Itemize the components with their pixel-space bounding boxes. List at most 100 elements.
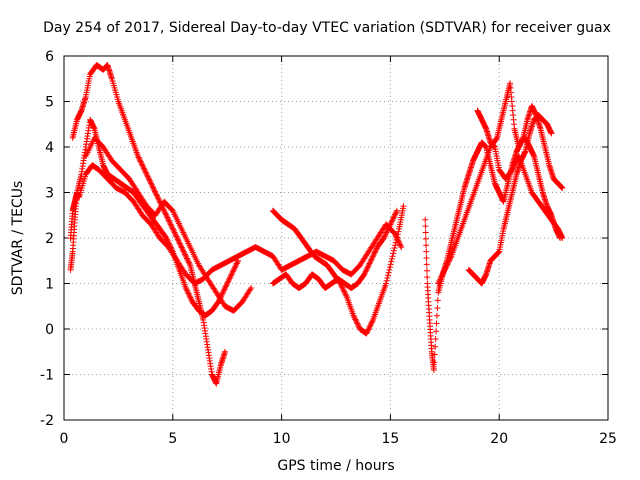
data-point bbox=[171, 229, 178, 236]
data-point bbox=[387, 261, 394, 268]
data-point bbox=[366, 260, 373, 267]
data-point bbox=[146, 177, 153, 184]
data-point bbox=[386, 222, 393, 229]
data-point bbox=[422, 235, 429, 242]
data-point bbox=[134, 153, 141, 160]
data-point bbox=[437, 276, 444, 283]
data-point bbox=[222, 283, 229, 290]
data-point bbox=[444, 261, 451, 268]
data-point bbox=[559, 235, 566, 241]
data-point bbox=[226, 275, 233, 282]
data-point bbox=[398, 244, 405, 251]
data-point bbox=[446, 257, 453, 264]
data-point bbox=[142, 168, 149, 175]
grid-lines bbox=[64, 56, 608, 420]
data-point bbox=[364, 329, 371, 336]
data-point bbox=[431, 351, 438, 358]
data-point bbox=[392, 210, 399, 217]
data-point bbox=[364, 327, 371, 334]
data-point bbox=[177, 241, 184, 248]
data-point bbox=[368, 319, 375, 326]
data-point bbox=[151, 188, 158, 195]
data-point bbox=[387, 221, 394, 228]
data-point bbox=[172, 232, 179, 239]
data-points bbox=[67, 62, 566, 387]
data-point bbox=[154, 194, 161, 201]
data-point bbox=[392, 239, 399, 246]
data-point bbox=[394, 234, 401, 241]
data-point bbox=[235, 257, 242, 264]
data-point bbox=[220, 287, 227, 294]
data-point bbox=[373, 246, 380, 253]
data-point bbox=[138, 159, 145, 166]
data-point bbox=[351, 313, 358, 320]
data-point bbox=[230, 267, 237, 274]
x-tick-label: 25 bbox=[599, 431, 617, 447]
series-arc-g bbox=[422, 134, 564, 373]
data-point bbox=[227, 272, 234, 279]
data-point bbox=[361, 271, 368, 278]
data-point bbox=[383, 277, 390, 284]
data-point bbox=[366, 325, 373, 332]
data-point bbox=[180, 248, 187, 255]
data-point bbox=[222, 285, 229, 292]
data-point bbox=[548, 130, 555, 137]
data-point bbox=[371, 249, 378, 256]
data-point bbox=[223, 282, 230, 289]
data-point bbox=[184, 287, 191, 294]
data-point bbox=[161, 209, 168, 216]
data-point bbox=[185, 259, 192, 266]
data-point bbox=[150, 185, 157, 192]
data-point bbox=[390, 215, 397, 222]
data-point bbox=[386, 224, 393, 231]
data-point bbox=[369, 255, 376, 262]
data-point bbox=[369, 318, 376, 325]
data-point bbox=[168, 224, 175, 231]
data-point bbox=[433, 320, 440, 327]
data-point bbox=[371, 250, 378, 257]
data-point bbox=[183, 255, 190, 262]
data-point bbox=[186, 291, 193, 298]
data-point bbox=[391, 245, 398, 252]
data-point bbox=[390, 250, 397, 257]
data-point bbox=[353, 317, 360, 324]
data-point bbox=[391, 230, 398, 237]
data-point bbox=[187, 294, 194, 301]
data-point bbox=[225, 278, 232, 285]
data-point bbox=[142, 169, 149, 176]
y-tick-label: -2 bbox=[40, 413, 54, 429]
x-tick-label: 20 bbox=[490, 431, 508, 447]
data-point bbox=[155, 196, 162, 203]
x-tick-label: 10 bbox=[273, 431, 291, 447]
data-point bbox=[165, 239, 172, 246]
data-point bbox=[148, 180, 155, 187]
data-point bbox=[386, 264, 393, 271]
x-tick-label: 0 bbox=[60, 431, 69, 447]
y-tick-label: 3 bbox=[45, 186, 54, 202]
data-point bbox=[437, 275, 444, 282]
data-point bbox=[153, 191, 160, 198]
data-point bbox=[423, 248, 430, 255]
data-point bbox=[162, 210, 169, 217]
data-point bbox=[137, 158, 144, 165]
y-tick-label: 1 bbox=[45, 277, 54, 293]
data-point bbox=[152, 189, 159, 196]
data-point bbox=[163, 236, 170, 243]
data-point bbox=[423, 255, 430, 262]
data-point bbox=[423, 267, 430, 274]
data-point bbox=[391, 211, 398, 218]
data-point bbox=[184, 256, 191, 263]
data-point bbox=[165, 240, 172, 247]
data-point bbox=[184, 289, 191, 296]
data-point bbox=[151, 187, 158, 194]
data-point bbox=[166, 219, 173, 226]
data-point bbox=[423, 261, 430, 268]
data-point bbox=[383, 229, 390, 236]
series-arc-f bbox=[269, 207, 400, 292]
data-point bbox=[447, 255, 454, 262]
data-point bbox=[231, 265, 238, 272]
data-point bbox=[385, 269, 392, 276]
data-point bbox=[368, 256, 375, 263]
data-point bbox=[339, 285, 346, 292]
data-point bbox=[367, 257, 374, 264]
